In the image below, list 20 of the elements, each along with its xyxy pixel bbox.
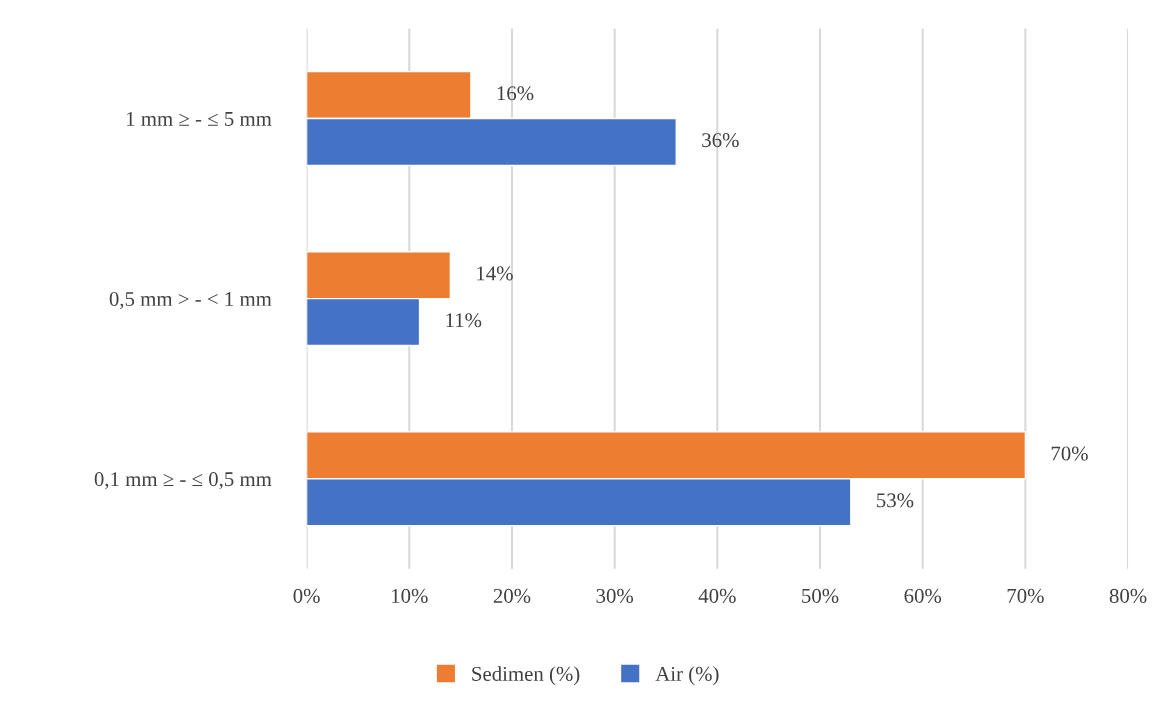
legend-label: Sedimen (%) xyxy=(472,666,580,686)
x-tick-label: 40% xyxy=(698,588,736,603)
x-tick-label: 60% xyxy=(904,588,942,603)
x-tick-label: 70% xyxy=(1007,588,1044,603)
data-label: 70% xyxy=(1051,446,1088,461)
legend-label: Air (%) xyxy=(655,666,719,686)
x-tick-label: 30% xyxy=(596,588,634,603)
x-tick-label: 50% xyxy=(802,588,839,603)
data-label: 36% xyxy=(702,133,739,148)
y-tick-label: 0,1 mm ≥ - ≤ 0,5 mm xyxy=(94,472,272,490)
data-label: 11% xyxy=(446,313,482,328)
data-label: 53% xyxy=(877,493,914,508)
x-tick-label: 20% xyxy=(493,588,531,603)
data-label: 16% xyxy=(497,86,534,101)
data-label: 14% xyxy=(477,266,513,281)
y-tick-label: 1 mm ≥ - ≤ 5 mm xyxy=(127,111,272,126)
x-tick-label: 80% xyxy=(1109,588,1147,603)
x-tick-label: 10% xyxy=(392,588,428,603)
x-tick-label: 0% xyxy=(293,588,320,603)
y-tick-label: 0,5 mm > - < 1 mm xyxy=(109,291,272,310)
